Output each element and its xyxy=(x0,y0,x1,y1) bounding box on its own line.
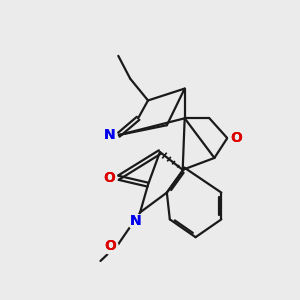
Text: O: O xyxy=(230,131,242,145)
Text: N: N xyxy=(103,128,115,142)
Text: O: O xyxy=(103,171,115,185)
Text: O: O xyxy=(104,239,116,253)
Text: N: N xyxy=(129,214,141,228)
Text: N: N xyxy=(103,128,115,142)
Text: N: N xyxy=(129,214,141,228)
Text: O: O xyxy=(104,239,116,253)
Text: O: O xyxy=(103,171,115,185)
Text: O: O xyxy=(230,131,242,145)
